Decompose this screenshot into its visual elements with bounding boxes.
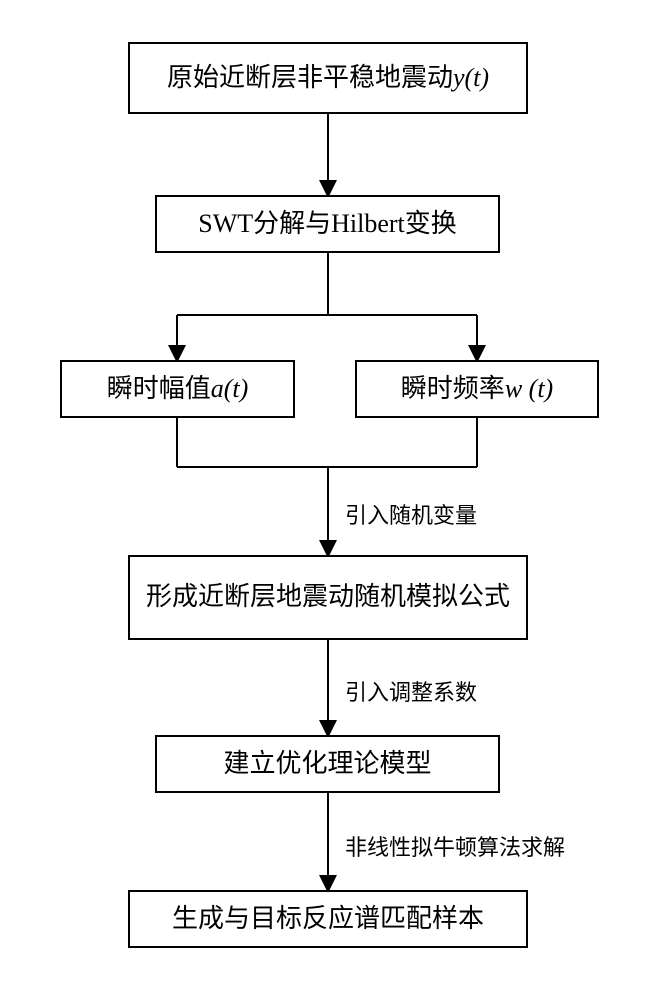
flowchart-node: 建立优化理论模型 [155, 735, 500, 793]
edge-label: 非线性拟牛顿算法求解 [345, 830, 565, 862]
edge-label: 引入随机变量 [345, 498, 477, 530]
flowchart-node: 原始近断层非平稳地震动y(t) [128, 42, 528, 114]
flowchart-node: 生成与目标反应谱匹配样本 [128, 890, 528, 948]
flowchart-canvas: 原始近断层非平稳地震动y(t)SWT分解与Hilbert变换瞬时幅值a(t)瞬时… [0, 0, 655, 1000]
node-text: SWT分解与Hilbert变换 [198, 206, 457, 242]
node-text: 生成与目标反应谱匹配样本 [172, 901, 484, 937]
node-text-italic: w (t) [505, 371, 553, 407]
node-text: 建立优化理论模型 [223, 746, 431, 782]
flowchart-node: SWT分解与Hilbert变换 [155, 195, 500, 253]
flowchart-node: 瞬时幅值a(t) [60, 360, 295, 418]
node-text-italic: a(t) [211, 371, 249, 407]
edge-label: 引入调整系数 [345, 675, 477, 707]
node-text: 原始近断层非平稳地震动 [167, 63, 453, 92]
flowchart-node: 形成近断层地震动随机模拟公式 [128, 555, 528, 640]
node-text-italic: y(t) [453, 63, 489, 92]
node-text: 瞬时幅值 [107, 371, 211, 407]
flowchart-node: 瞬时频率w (t) [355, 360, 599, 418]
node-text: 形成近断层地震动随机模拟公式 [146, 579, 510, 615]
node-text: 瞬时频率 [401, 371, 505, 407]
